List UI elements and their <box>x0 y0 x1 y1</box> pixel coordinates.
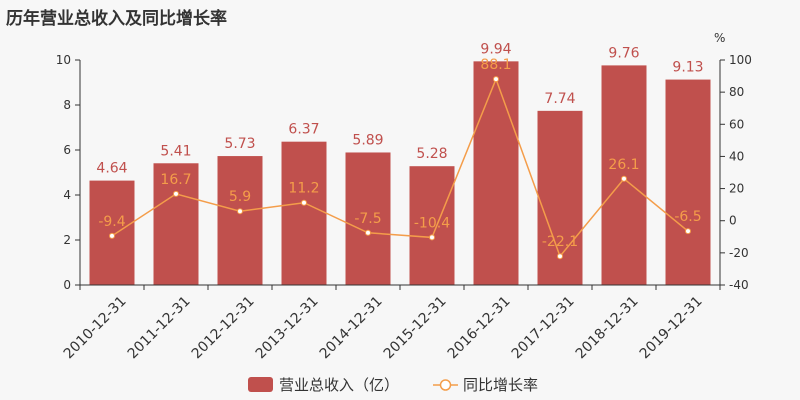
growth-rate-label: -9.4 <box>98 214 125 230</box>
growth-rate-point <box>557 253 563 260</box>
bar-2015-12-31 <box>409 166 455 285</box>
growth-rate-point <box>685 228 691 235</box>
bar-value-label: 9.13 <box>672 60 703 76</box>
left-tick-label: 8 <box>63 98 71 112</box>
bar-value-label: 5.41 <box>160 143 191 159</box>
growth-rate-line <box>111 77 689 258</box>
growth-rate-label: -7.5 <box>354 211 381 227</box>
right-tick-label: 80 <box>729 85 744 99</box>
x-tick-label: 2012-12-31 <box>189 293 258 362</box>
x-tick-label: 2018-12-31 <box>573 293 642 362</box>
legend: 营业总收入（亿） 同比增长率 <box>248 376 538 394</box>
growth-rate-label: 26.1 <box>608 157 639 173</box>
bar-value-label: 5.89 <box>352 132 383 148</box>
growth-rate-label: 88.1 <box>480 57 511 73</box>
bar-value-label: 5.73 <box>224 136 255 152</box>
growth-rate-label: -6.5 <box>674 209 701 225</box>
growth-rate-point <box>237 208 243 215</box>
bar-2016-12-31 <box>473 61 519 285</box>
left-tick-label: 6 <box>63 143 71 157</box>
legend-bar-swatch <box>248 377 273 392</box>
left-tick-label: 4 <box>63 188 71 202</box>
legend-line-marker <box>439 379 452 391</box>
legend-bar-label: 营业总收入（亿） <box>279 376 399 394</box>
bar-value-label: 4.64 <box>96 161 127 177</box>
bar-value-label: 9.76 <box>608 45 639 61</box>
x-tick-label: 2017-12-31 <box>509 293 578 362</box>
growth-rate-label: -10.4 <box>414 215 450 231</box>
growth-rate-label: 5.9 <box>229 189 251 205</box>
x-tick-label: 2016-12-31 <box>445 293 514 362</box>
bar-2013-12-31 <box>281 141 327 285</box>
growth-rate-point <box>621 175 627 182</box>
bar-2012-12-31 <box>217 156 263 285</box>
bar-2014-12-31 <box>345 152 391 285</box>
right-tick-label: 100 <box>729 53 752 67</box>
x-tick-label: 2011-12-31 <box>125 293 194 362</box>
chart-title: 历年营业总收入及同比增长率 <box>6 9 227 29</box>
bar-value-label: 7.74 <box>544 91 575 107</box>
right-tick-label: 0 <box>729 214 737 228</box>
growth-rate-label: -22.1 <box>542 234 578 250</box>
legend-line-label: 同比增长率 <box>463 376 538 394</box>
right-tick-label: 20 <box>729 182 744 196</box>
right-tick-label: -20 <box>729 246 749 260</box>
left-tick-label: 0 <box>63 278 71 292</box>
x-tick-label: 2019-12-31 <box>637 293 706 362</box>
x-tick-label: 2015-12-31 <box>381 293 450 362</box>
bar-labels: 4.64 5.41 5.73 6.37 5.89 5.28 9.94 7.74 9.76 9.13 <box>96 41 703 176</box>
bar-2011-12-31 <box>153 163 199 285</box>
line-series <box>109 76 691 260</box>
left-tick-label: 2 <box>63 233 71 247</box>
growth-rate-label: 11.2 <box>288 181 319 197</box>
bar-2019-12-31 <box>665 79 711 285</box>
x-tick-label: 2013-12-31 <box>253 293 322 362</box>
bar-value-label: 6.37 <box>288 122 319 138</box>
growth-rate-point <box>173 190 179 197</box>
growth-rate-point <box>493 76 499 83</box>
right-tick-label: 40 <box>729 149 744 163</box>
x-tick-label: 2010-12-31 <box>61 293 130 362</box>
bar-value-label: 5.28 <box>416 146 447 162</box>
growth-rate-label: 16.7 <box>160 172 191 188</box>
line-labels: -9.4 16.7 5.9 11.2 -7.5 -10.4 88.1 -22.1 26.1 -6.… <box>98 57 701 250</box>
growth-rate-point <box>365 229 371 236</box>
right-axis-unit: % <box>714 31 725 45</box>
bar-2010-12-31 <box>89 180 135 285</box>
growth-rate-point <box>109 232 115 239</box>
growth-rate-point <box>429 234 435 241</box>
bar-value-label: 9.94 <box>480 41 511 57</box>
right-tick-label: -40 <box>729 278 749 292</box>
growth-rate-point <box>301 199 307 206</box>
bar-2018-12-31 <box>601 65 647 286</box>
right-tick-label: 60 <box>729 117 744 131</box>
left-tick-label: 10 <box>56 53 71 67</box>
x-tick-label: 2014-12-31 <box>317 293 386 362</box>
